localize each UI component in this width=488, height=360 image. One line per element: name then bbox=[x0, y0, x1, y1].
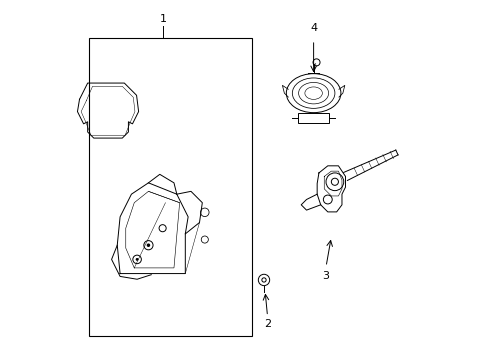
Bar bbox=[88, 38, 251, 336]
Text: 1: 1 bbox=[159, 14, 166, 24]
Circle shape bbox=[135, 258, 138, 261]
Text: 2: 2 bbox=[264, 319, 270, 329]
Text: 4: 4 bbox=[309, 23, 317, 33]
Bar bbox=[297, 113, 328, 123]
Circle shape bbox=[146, 243, 150, 247]
Text: 3: 3 bbox=[322, 271, 329, 281]
